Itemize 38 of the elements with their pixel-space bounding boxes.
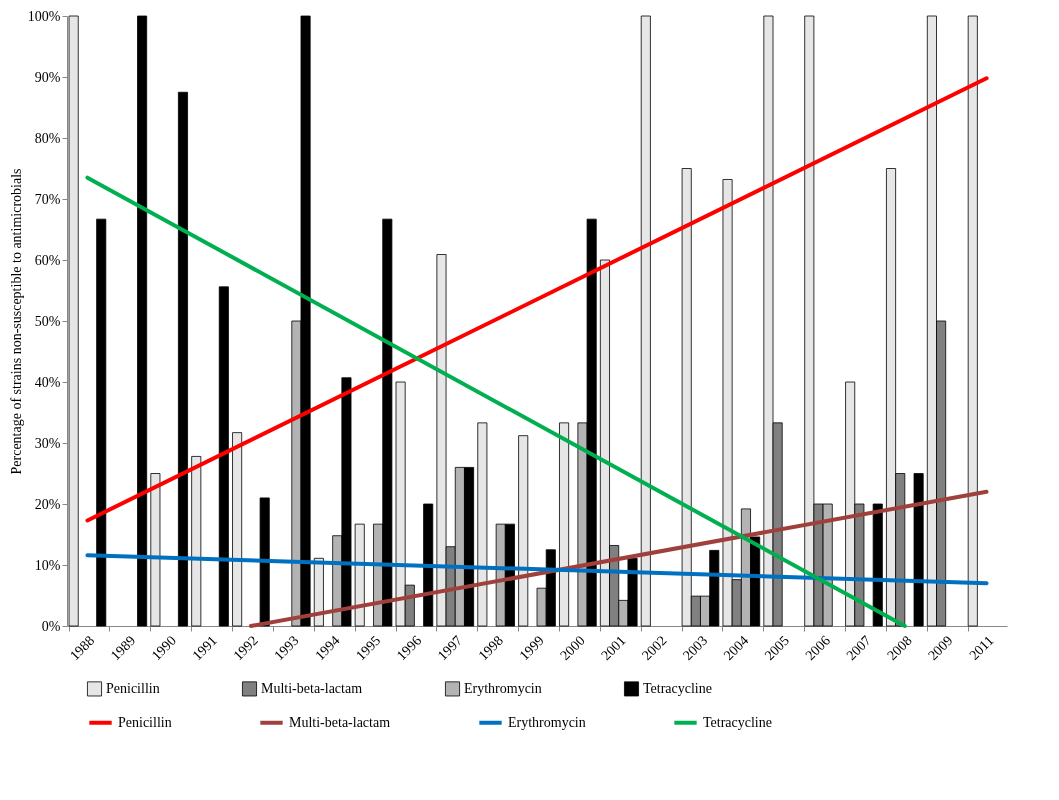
bar xyxy=(477,422,488,627)
bar xyxy=(640,15,651,627)
y-tick-label: 100% xyxy=(27,8,61,24)
bar xyxy=(150,473,161,627)
legend-label: Penicillin xyxy=(106,680,160,696)
x-tick-label: 1991 xyxy=(189,632,220,664)
legend-label: Erythromycin xyxy=(508,714,586,730)
bar xyxy=(177,91,188,627)
legend-label: Multi-beta-lactam xyxy=(289,714,391,730)
bar xyxy=(423,503,434,627)
legend-label: Multi-beta-lactam xyxy=(261,680,363,696)
y-tick-label: 0% xyxy=(41,618,61,634)
y-tick-label: 40% xyxy=(34,374,61,390)
y-tick-label: 30% xyxy=(34,435,61,451)
legend-label: Penicillin xyxy=(118,714,172,730)
bar xyxy=(218,286,229,627)
y-tick-label: 50% xyxy=(34,313,61,329)
x-tick-label: 2011 xyxy=(966,632,997,663)
bar xyxy=(559,422,570,627)
y-tick-label: 10% xyxy=(34,557,61,573)
bar xyxy=(913,473,924,627)
y-axis-title: Percentage of strains non-susceptible to antimicrobials xyxy=(8,168,24,475)
bar xyxy=(259,497,270,627)
y-tick-label: 70% xyxy=(34,191,61,207)
bar xyxy=(137,15,148,627)
legend-label: Tetracycline xyxy=(643,680,712,696)
y-tick-label: 80% xyxy=(34,130,61,146)
bar xyxy=(232,432,243,627)
legend-label: Tetracycline xyxy=(703,714,772,730)
bar xyxy=(191,456,202,627)
y-tick-label: 90% xyxy=(34,69,61,85)
bar xyxy=(518,435,529,627)
bar xyxy=(967,15,978,627)
legend-label: Erythromycin xyxy=(464,680,542,696)
bar xyxy=(96,218,107,627)
y-tick-label: 20% xyxy=(34,496,61,512)
bar xyxy=(354,523,365,627)
y-tick-label: 60% xyxy=(34,252,61,268)
